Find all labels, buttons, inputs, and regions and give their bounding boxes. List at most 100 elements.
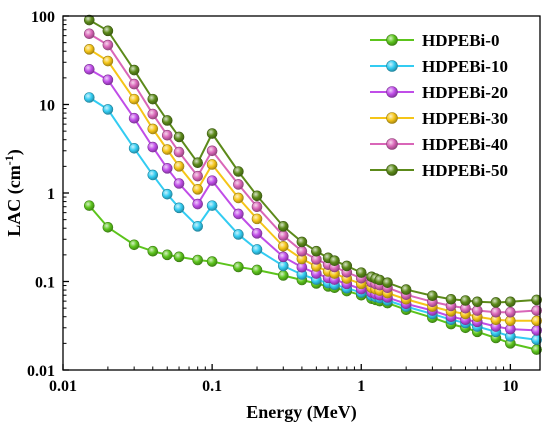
data-point-HDPEBi-50 (490, 297, 502, 308)
data-point-HDPEBi-20 (233, 208, 244, 220)
data-point-HDPEBi-20 (161, 163, 173, 174)
data-point-HDPEBi-50 (206, 128, 218, 139)
data-point-HDPEBi-0 (83, 200, 95, 211)
data-point-HDPEBi-40 (531, 305, 542, 316)
legend-item: HDPEBi-0 (370, 31, 499, 50)
legend-item: HDPEBi-20 (370, 83, 508, 102)
data-point-HDPEBi-40 (233, 179, 244, 190)
data-point-HDPEBi-10 (277, 260, 289, 272)
legend-marker (386, 86, 398, 98)
data-point-HDPEBi-40 (192, 170, 203, 182)
data-point-HDPEBi-50 (445, 293, 457, 305)
data-point-HDPEBi-30 (83, 44, 95, 55)
data-point-HDPEBi-10 (251, 244, 263, 255)
legend-marker (386, 34, 398, 46)
data-point-HDPEBi-20 (102, 74, 114, 86)
data-point-HDPEBi-10 (128, 142, 140, 154)
data-point-HDPEBi-40 (128, 78, 140, 90)
legend-label: HDPEBi-30 (422, 109, 508, 128)
x-axis-title: Energy (MeV) (246, 402, 356, 423)
data-point-HDPEBi-0 (147, 245, 159, 257)
data-point-HDPEBi-40 (505, 306, 516, 318)
data-point-HDPEBi-10 (147, 169, 159, 181)
data-point-HDPEBi-30 (128, 93, 140, 105)
data-point-HDPEBi-50 (296, 236, 308, 248)
legend-item: HDPEBi-10 (370, 57, 508, 76)
data-point-HDPEBi-50 (128, 64, 140, 76)
legend-item: HDPEBi-30 (370, 109, 508, 128)
data-point-HDPEBi-10 (233, 229, 244, 240)
y-tick-label: 0.01 (27, 363, 55, 380)
data-point-HDPEBi-30 (173, 161, 185, 172)
data-point-HDPEBi-50 (102, 25, 114, 37)
data-point-HDPEBi-50 (427, 290, 438, 302)
data-point-HDPEBi-50 (277, 221, 289, 232)
data-point-HDPEBi-30 (161, 144, 173, 155)
legend-label: HDPEBi-10 (422, 57, 508, 76)
data-point-HDPEBi-10 (192, 221, 203, 232)
x-tick-label: 0.1 (202, 378, 222, 395)
data-point-HDPEBi-0 (233, 261, 244, 273)
data-point-HDPEBi-40 (206, 145, 218, 157)
data-point-HDPEBi-30 (102, 55, 114, 67)
data-point-HDPEBi-50 (341, 260, 353, 272)
data-point-HDPEBi-40 (147, 108, 159, 120)
y-axis-title: LAC (cm-1) (2, 149, 25, 236)
data-point-HDPEBi-0 (102, 221, 114, 233)
plot-series (83, 14, 542, 355)
data-point-HDPEBi-20 (173, 178, 185, 189)
data-point-HDPEBi-40 (102, 39, 114, 51)
data-point-HDPEBi-50 (505, 296, 516, 308)
data-point-HDPEBi-50 (233, 166, 244, 177)
data-point-HDPEBi-10 (161, 188, 173, 200)
legend-label: HDPEBi-0 (422, 31, 499, 50)
data-point-HDPEBi-20 (147, 141, 159, 153)
data-point-HDPEBi-0 (206, 256, 218, 267)
data-point-HDPEBi-50 (161, 115, 173, 126)
data-point-HDPEBi-10 (102, 104, 114, 115)
data-point-HDPEBi-20 (251, 228, 263, 239)
data-point-HDPEBi-10 (173, 202, 185, 214)
y-axis-title-superscript: -1 (2, 155, 16, 165)
legend-marker (386, 164, 398, 176)
legend-label: HDPEBi-20 (422, 83, 508, 102)
data-point-HDPEBi-0 (192, 254, 203, 266)
legend-marker (386, 60, 398, 72)
x-tick-label: 1 (357, 378, 365, 395)
data-point-HDPEBi-40 (296, 245, 308, 257)
data-point-HDPEBi-0 (161, 249, 173, 261)
data-point-HDPEBi-20 (83, 63, 95, 75)
data-point-HDPEBi-0 (277, 270, 289, 281)
x-tick-label: 0.01 (49, 378, 77, 395)
data-point-HDPEBi-50 (460, 295, 471, 306)
legend-label: HDPEBi-50 (422, 161, 508, 180)
y-axis-title-main: LAC (cm (4, 165, 25, 236)
y-axis-title-close: ) (4, 149, 25, 155)
data-point-HDPEBi-50 (531, 294, 542, 306)
legend-marker (386, 138, 398, 150)
data-point-HDPEBi-50 (382, 277, 393, 288)
y-tick-label: 0.1 (35, 275, 55, 292)
data-point-HDPEBi-20 (128, 112, 140, 124)
data-point-HDPEBi-50 (147, 93, 159, 105)
data-point-HDPEBi-10 (206, 200, 218, 211)
data-point-HDPEBi-20 (206, 175, 218, 186)
data-point-HDPEBi-0 (128, 239, 140, 251)
legend-label: HDPEBi-40 (422, 135, 508, 154)
data-point-HDPEBi-40 (251, 201, 263, 213)
data-point-HDPEBi-20 (192, 198, 203, 210)
data-point-HDPEBi-50 (173, 131, 185, 143)
data-point-HDPEBi-50 (355, 267, 367, 278)
legend-item: HDPEBi-50 (370, 161, 508, 180)
data-point-HDPEBi-50 (400, 284, 412, 295)
data-point-HDPEBi-30 (206, 159, 218, 170)
legend: HDPEBi-0 HDPEBi-10 HDPEBi-20 HDPEBi-30 HDPEB… (370, 31, 508, 180)
data-point-HDPEBi-40 (277, 230, 289, 241)
data-point-HDPEBi-50 (329, 255, 340, 266)
data-point-HDPEBi-30 (277, 240, 289, 252)
data-point-HDPEBi-40 (161, 129, 173, 141)
y-tick-label: 100 (31, 9, 55, 26)
data-point-HDPEBi-0 (173, 251, 185, 263)
x-tick-label: 10 (502, 378, 518, 395)
